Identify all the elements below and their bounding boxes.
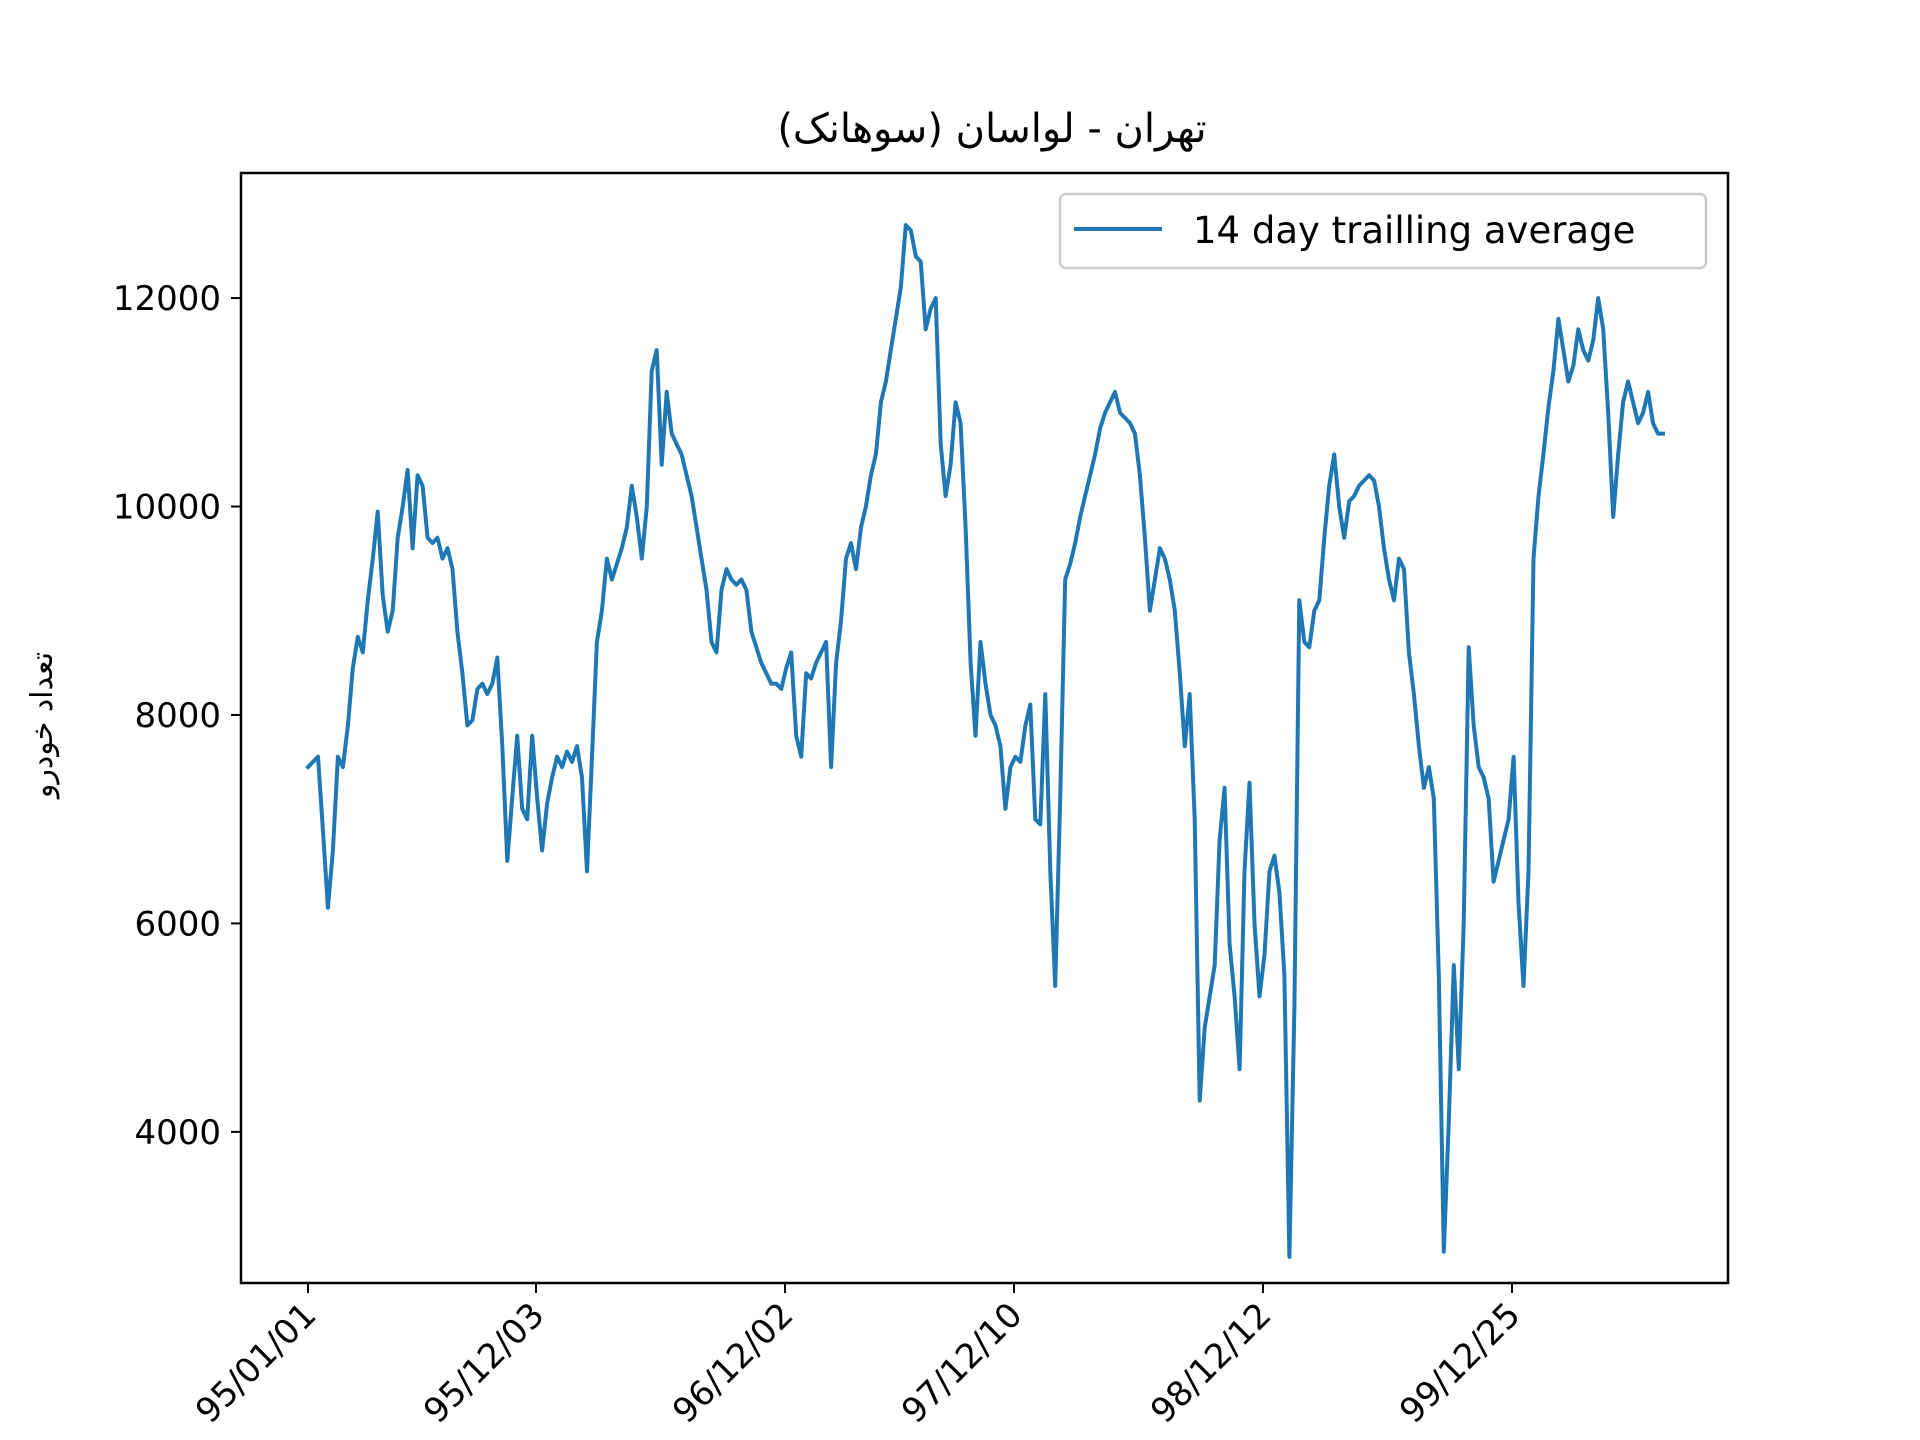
legend-box — [1058, 192, 1708, 270]
y-tick-label: 12000 — [113, 279, 221, 319]
legend: 14 day trailling average — [1058, 192, 1708, 270]
plot-area-frame — [239, 171, 1730, 1285]
legend-label: 14 day trailling average — [1193, 209, 1635, 252]
y-axis-label: تعداد خودرو — [25, 652, 60, 800]
y-tick-label: 10000 — [113, 488, 221, 528]
y-tick-label: 4000 — [134, 1113, 221, 1153]
y-tick-label: 8000 — [134, 696, 221, 736]
chart-title: تهران - لواسان (سوهانک) — [777, 106, 1206, 152]
y-tick-label: 6000 — [134, 904, 221, 944]
y-axis-ticks: 4000 6000 8000 10000 12000 — [113, 279, 241, 1153]
series-line — [305, 223, 1665, 1259]
